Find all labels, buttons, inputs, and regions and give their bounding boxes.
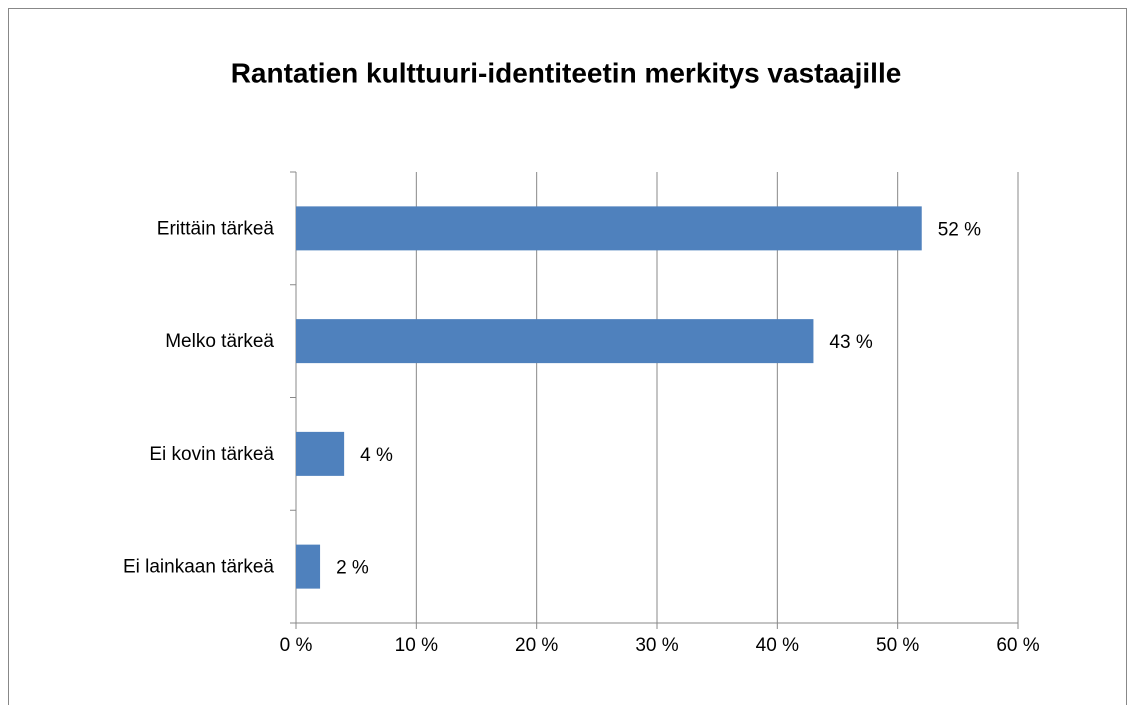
y-tick-label: Melko tärkeä [165,331,274,352]
chart-title: Rantatien kulttuuri-identiteetin merkity… [231,57,902,88]
x-tick-label: 50 % [876,635,919,656]
x-tick-label: 40 % [756,635,799,656]
y-tick-label: Erittäin tärkeä [157,218,275,239]
y-tick-label: Ei kovin tärkeä [149,444,274,465]
bar [296,319,814,364]
bar [296,544,321,589]
bar [296,431,345,476]
value-label: 52 % [938,219,981,240]
x-tick-label: 20 % [515,635,558,656]
bar [296,206,922,251]
x-tick-label: 60 % [996,635,1039,656]
x-tick-label: 10 % [395,635,438,656]
x-tick-label: 0 % [280,635,313,656]
value-label: 4 % [360,445,393,466]
value-label: 43 % [829,332,872,353]
x-tick-label: 30 % [635,635,678,656]
value-label: 2 % [336,558,369,579]
y-tick-label: Ei lainkaan tärkeä [123,557,274,578]
